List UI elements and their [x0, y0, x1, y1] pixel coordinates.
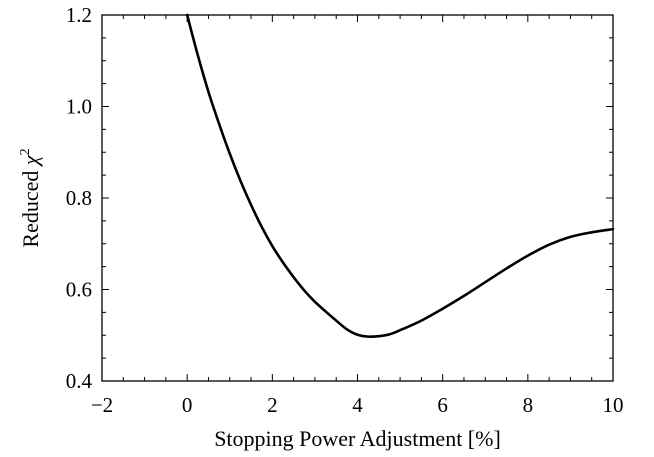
x-tick-label: 6 [437, 393, 448, 417]
y-axis-label: Reduced χ2 [18, 148, 43, 247]
y-axis-label-symbol: χ [18, 154, 43, 167]
ticks-layer [101, 14, 614, 382]
y-tick-label: 0.6 [66, 278, 92, 302]
series-layer [185, 13, 615, 339]
x-tick-label: 4 [352, 393, 363, 417]
x-tick-label: 8 [523, 393, 534, 417]
y-tick-label: 1.0 [66, 95, 92, 119]
y-axis-label-text: Reduced [18, 165, 43, 247]
y-tick-label: 0.8 [66, 186, 92, 210]
x-axis-label: Stopping Power Adjustment [%] [214, 426, 501, 451]
series-line [185, 13, 615, 339]
y-tick-label: 1.2 [66, 3, 92, 27]
y-tick-label: 0.4 [66, 369, 93, 393]
x-tick-label: 0 [182, 393, 193, 417]
x-tick-label: −2 [91, 393, 113, 417]
plot-frame [101, 14, 614, 382]
x-tick-label: 10 [603, 393, 624, 417]
labels-layer: −2 0 2 4 6 8 10 0.4 0.6 0.8 1.0 1.2 [66, 3, 624, 417]
y-axis-label-superscript: 2 [18, 148, 33, 155]
x-tick-label: 2 [267, 393, 278, 417]
